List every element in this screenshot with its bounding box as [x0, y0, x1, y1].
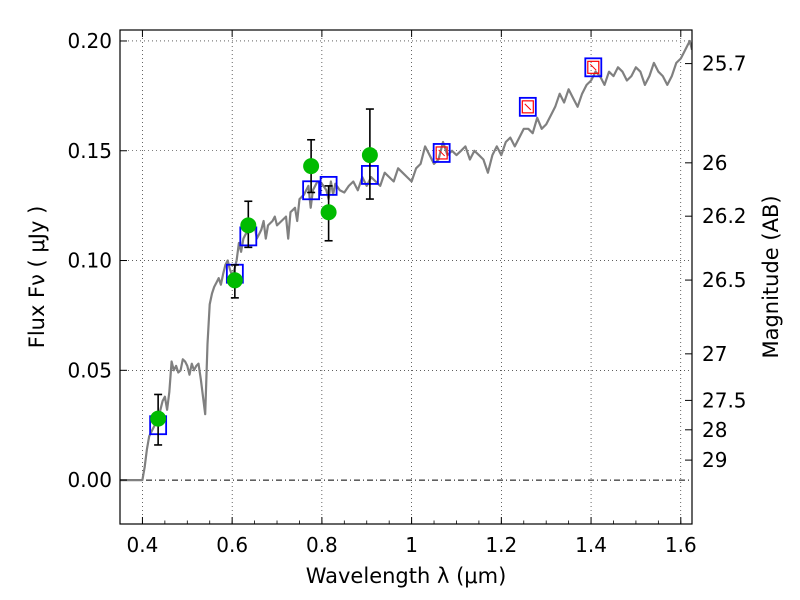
observed-point-marker: [240, 217, 257, 234]
axis-ticks: 0.4 0.6 0.8 1 1.2 1.4 1.6 0.00 0.05 0.10 0.15 0.20 2…: [67, 29, 746, 557]
upper-limit-cross: [438, 149, 446, 157]
upper-limit-marker: [435, 146, 448, 160]
observed-point-marker: [150, 410, 167, 427]
upper-limit-cross: [589, 63, 597, 71]
model-square-marker: [432, 143, 451, 163]
x-tick-label: 1.6: [665, 533, 697, 557]
observed-point-marker: [320, 204, 337, 221]
grid: [120, 30, 692, 524]
upper-limit-marker: [521, 100, 534, 114]
y2-tick-label: 27: [702, 342, 727, 366]
plot-area: [120, 39, 692, 482]
y2-axis-label: Magnitude (AB): [759, 195, 783, 358]
x-tick-label: 1.4: [575, 533, 607, 557]
y-axis-label: Flux Fν ( μJy ): [25, 206, 49, 349]
y2-tick-label: 26.5: [702, 268, 747, 292]
y2-tick-label: 27.5: [702, 388, 747, 412]
x-tick-label: 1: [405, 533, 418, 557]
y2-tick-label: 25.7: [702, 52, 747, 76]
y-tick-label: 0.20: [67, 29, 112, 53]
upper-limit-marker: [587, 60, 600, 74]
model-square-marker: [584, 57, 603, 78]
model-square-marker: [518, 96, 537, 117]
y-tick-label: 0.05: [67, 358, 112, 382]
y-tick-label: 0.10: [67, 249, 112, 273]
y-tick-label: 0.15: [67, 139, 112, 163]
y2-tick-label: 26.2: [702, 204, 747, 228]
x-tick-label: 0.4: [127, 533, 159, 557]
x-tick-label: 1.2: [485, 533, 517, 557]
y-tick-label: 0.00: [67, 468, 112, 492]
observed-point-marker: [361, 147, 378, 164]
x-tick-label: 0.6: [216, 533, 248, 557]
upper-limit-cross: [524, 103, 532, 111]
y2-tick-label: 29: [702, 448, 727, 472]
y2-tick-label: 26: [702, 151, 727, 175]
spectrum-line: [120, 39, 692, 482]
x-tick-label: 0.8: [306, 533, 338, 557]
observed-point-marker: [303, 158, 320, 175]
x-axis-label: Wavelength λ (μm): [306, 564, 507, 588]
y2-tick-label: 28: [702, 418, 727, 442]
observed-point-marker: [226, 272, 243, 289]
axes-frame: [119, 29, 693, 525]
